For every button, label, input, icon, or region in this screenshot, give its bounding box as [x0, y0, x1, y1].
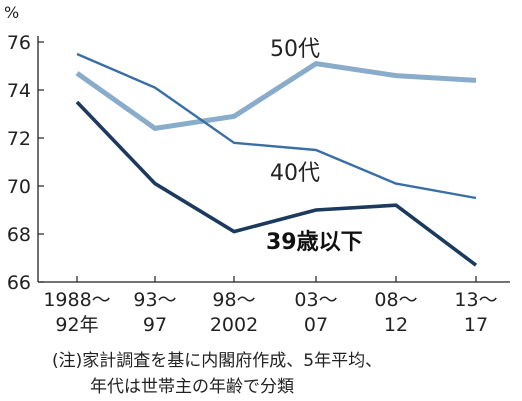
x-tick-label-line1: 98〜: [212, 289, 255, 311]
y-tick-label: 72: [7, 128, 31, 150]
x-tick-label-line1: 13〜: [454, 289, 497, 311]
x-tick-labels: 1988〜 92年 93〜 97 98〜 2002 03〜 07 08〜 12 13〜 17: [43, 276, 498, 336]
line-chart: % 66 68 70 72 74 76 1988〜 92年 93〜 97 98〜 2002 03〜 07 0…: [4, 3, 510, 336]
x-tick-label-line2: 97: [143, 314, 167, 336]
y-unit-label: %: [4, 3, 19, 22]
y-tick-label: 76: [7, 32, 31, 54]
y-tick-label: 68: [7, 224, 31, 246]
x-tick-label-line2: 17: [464, 314, 488, 336]
x-tick-label-line2: 2002: [210, 314, 258, 336]
footnote-line-2: 年代は世帯主の年齢で分類: [90, 377, 294, 397]
series-line: [76, 52, 477, 200]
y-tick-label: 66: [7, 272, 31, 294]
x-tick-label-line1: 93〜: [133, 289, 176, 311]
x-tick-label-line2: 07: [304, 314, 328, 336]
series-label: 39歳以下: [266, 230, 363, 255]
x-tick-label-line1: 03〜: [294, 289, 337, 311]
y-tick-label: 70: [7, 176, 31, 198]
y-tick-labels: % 66 68 70 72 74 76: [4, 3, 44, 294]
series-line: [75, 61, 477, 131]
x-tick-label-line1: 08〜: [374, 289, 417, 311]
axes: [37, 36, 510, 283]
footnote-line-1: (注)家計調査を基に内閣府作成、5年平均、: [52, 351, 383, 371]
series-line: [75, 100, 478, 267]
y-tick-label: 74: [7, 80, 31, 102]
series-label: 50代: [270, 37, 320, 62]
series-label: 40代: [270, 161, 320, 186]
x-tick-label-line1: 1988〜: [43, 289, 110, 311]
x-tick-label-line2: 92年: [55, 314, 98, 336]
series-labels: 50代 40代 39歳以下: [266, 37, 363, 255]
series-lines: [75, 52, 478, 267]
x-tick-label-line2: 12: [384, 314, 408, 336]
